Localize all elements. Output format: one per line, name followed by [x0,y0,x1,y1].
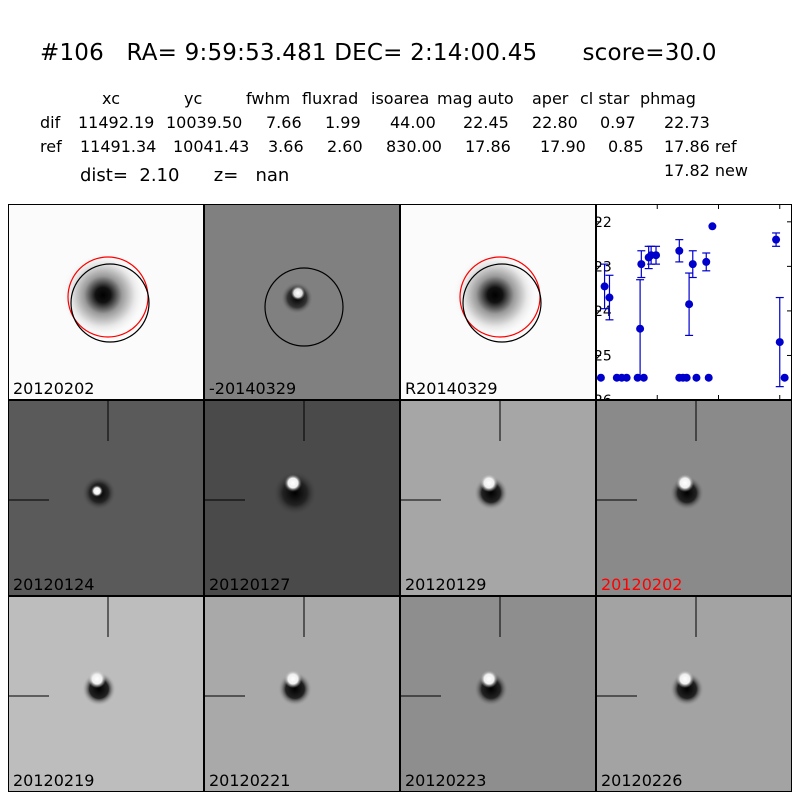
phmag-new: 17.82 new [664,161,748,180]
ref-image-panel: 20120202 [8,204,204,400]
data-point [637,260,646,269]
y-tick-label: 22 [596,215,612,231]
black-aperture-circle [70,263,150,343]
panel-label: 20120221 [209,771,291,790]
dif-aper: 22.80 [532,113,578,132]
diff-thumbnail-panel: 20120226 [596,596,792,792]
data-point [682,373,691,382]
ref-phmag: 17.86 ref [664,137,737,156]
data-point [636,324,645,333]
ref-yc: 10041.43 [173,137,250,156]
ref-xc: 11491.34 [80,137,157,156]
data-point [605,293,614,302]
panel-label: -20140329 [209,379,297,398]
col-header-phmag: phmag [640,89,696,108]
diff-thumbnail-panel: 20120129 [400,400,596,596]
positive-lobe [88,670,106,688]
ref-aper: 17.90 [540,137,586,156]
col-header-fwhm: fwhm [246,89,291,108]
col-header-aper: aper [532,89,569,108]
data-point [780,373,789,382]
panel-label: 20120129 [405,575,487,594]
data-point [596,373,605,382]
diff-thumbnail-panel: 20120221 [204,596,400,792]
col-header-xc: xc [102,89,120,108]
data-point [708,222,717,231]
positive-lobe [676,474,694,492]
col-header-isoarea: isoarea [371,89,430,108]
positive-lobe [284,670,302,688]
data-point [652,251,661,260]
panel-label: 20120223 [405,771,487,790]
panel-label: 20120219 [13,771,95,790]
dif-phmag: 22.73 [664,113,710,132]
star-source [61,253,145,337]
panel-label: 20120202 [601,575,683,594]
y-tick-label: 24 [596,304,612,320]
plot-frame [596,204,792,400]
panel-label: 20120127 [209,575,291,594]
panel-label: 20120226 [601,771,683,790]
light-curve-chart: 2223242526−50050100 [596,204,792,400]
ref-magauto: 17.86 [465,137,511,156]
data-point [692,373,701,382]
data-point [702,257,711,266]
diff-image-panel: -20140329 [204,204,400,400]
y-tick-label: 26 [596,393,612,400]
positive-lobe [284,474,302,492]
positive-lobe [91,485,103,497]
y-tick-label: 25 [596,348,612,364]
data-point [600,282,609,291]
data-point [622,373,631,382]
data-point [704,373,713,382]
y-tick-label: 23 [596,259,612,275]
ref-clstar: 0.85 [608,137,644,156]
col-header-yc: yc [184,89,203,108]
negative-lobe [273,471,317,515]
dif-yc: 10039.50 [166,113,243,132]
diff-thumbnail-panel: 20120127 [204,400,400,596]
panel-label: 20120124 [13,575,95,594]
ref-fluxrad: 2.60 [327,137,363,156]
diff-thumbnail-panel: 20120202 [596,400,792,596]
data-point [675,246,684,255]
dif-fluxrad: 1.99 [325,113,361,132]
black-aperture-circle [264,267,344,347]
dif-magauto: 22.45 [463,113,509,132]
dif-fwhm: 7.66 [266,113,302,132]
panel-label: 20120202 [13,379,95,398]
col-header-clstar: cl star [580,89,630,108]
dif-xc: 11492.19 [78,113,155,132]
star-source [453,253,537,337]
diff-thumbnail-panel: 20120124 [8,400,204,596]
title: #106 RA= 9:59:53.481 DEC= 2:14:00.45 sco… [40,40,717,66]
ref2-image-panel: R20140329 [400,204,596,400]
data-point [775,338,784,347]
dif-clstar: 0.97 [600,113,636,132]
col-header-fluxrad: fluxrad [302,89,359,108]
data-point [772,235,781,244]
positive-lobe [480,474,498,492]
ref-isoarea: 830.00 [386,137,442,156]
positive-lobe [291,286,305,300]
diff-thumbnail-panel: 20120223 [400,596,596,792]
positive-lobe [676,670,694,688]
panel-label: R20140329 [405,379,498,398]
row-label-ref: ref [40,137,62,156]
data-point [639,373,648,382]
positive-lobe [480,670,498,688]
row-label-dif: dif [40,113,61,132]
data-point [688,260,697,269]
ref-fwhm: 3.66 [268,137,304,156]
diff-thumbnail-panel: 20120219 [8,596,204,792]
data-point [685,300,694,309]
dist-z-line: dist= 2.10 z= nan [80,165,290,186]
dif-isoarea: 44.00 [390,113,436,132]
black-aperture-circle [462,263,542,343]
col-header-magauto: mag auto [437,89,514,108]
